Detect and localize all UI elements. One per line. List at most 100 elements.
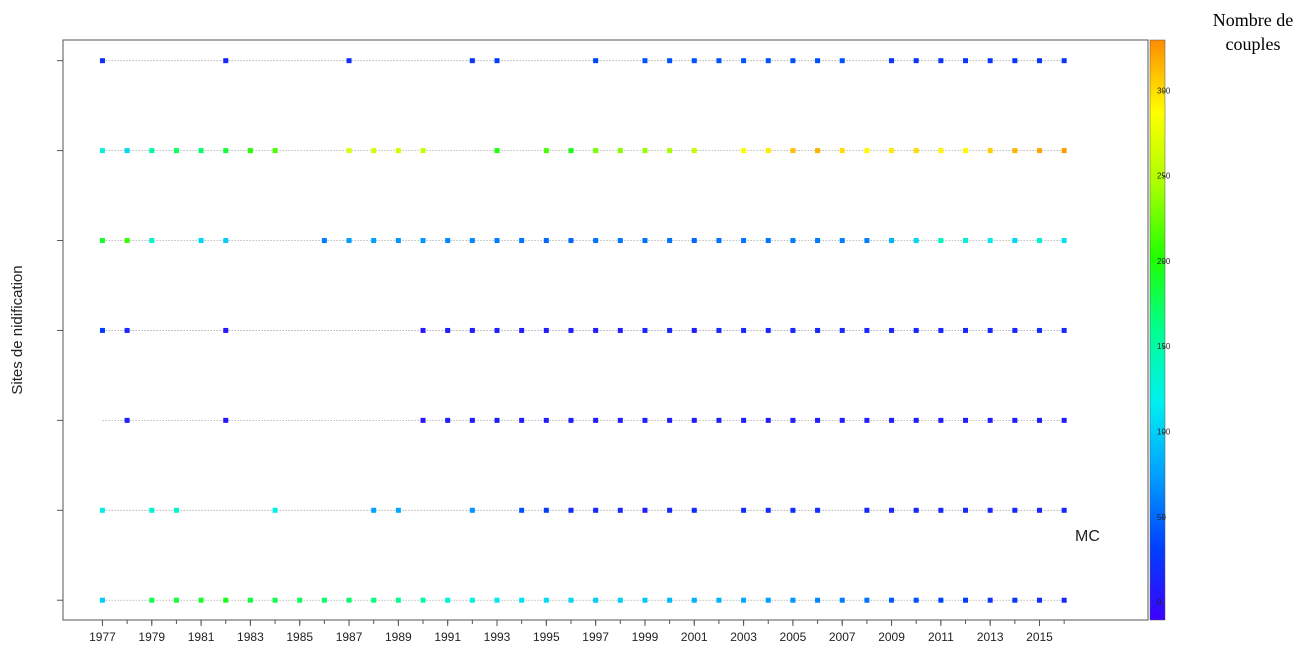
data-point: [247, 148, 253, 154]
data-point: [889, 58, 895, 64]
data-point: [963, 148, 969, 154]
data-point: [642, 58, 648, 64]
data-point: [741, 327, 747, 333]
data-point: [272, 507, 278, 513]
data-point: [913, 58, 919, 64]
colorbar-title: Nombre de: [1213, 10, 1293, 30]
data-point: [790, 327, 796, 333]
data-point: [1061, 238, 1067, 244]
data-point: [568, 597, 574, 603]
data-point: [938, 148, 944, 154]
data-point: [173, 597, 179, 603]
data-point: [963, 417, 969, 423]
data-point: [938, 327, 944, 333]
data-point: [741, 238, 747, 244]
colorbar-tick-label: 300: [1157, 86, 1171, 95]
data-point: [987, 597, 993, 603]
data-point: [1012, 597, 1018, 603]
data-point: [346, 58, 352, 64]
data-point: [864, 327, 870, 333]
data-point: [198, 597, 204, 603]
data-point: [494, 327, 500, 333]
data-point: [272, 148, 278, 154]
data-point: [395, 597, 401, 603]
data-point: [839, 238, 845, 244]
colorbar-tick-label: 0: [1157, 598, 1162, 607]
x-tick-label: 1991: [434, 630, 461, 644]
data-point: [371, 148, 377, 154]
x-tick-label: 1989: [385, 630, 412, 644]
data-point: [667, 597, 673, 603]
data-point: [839, 597, 845, 603]
data-point: [815, 327, 821, 333]
data-point: [1012, 327, 1018, 333]
data-point: [642, 327, 648, 333]
data-point: [790, 597, 796, 603]
data-point: [149, 597, 155, 603]
data-point: [198, 148, 204, 154]
x-tick-label: 2015: [1026, 630, 1053, 644]
x-tick-label: 2013: [977, 630, 1004, 644]
data-point: [593, 238, 599, 244]
x-tick-label: 1997: [582, 630, 609, 644]
data-point: [889, 417, 895, 423]
data-point: [494, 417, 500, 423]
data-point: [938, 238, 944, 244]
data-point: [790, 507, 796, 513]
data-point: [124, 148, 130, 154]
data-point: [519, 327, 525, 333]
data-point: [987, 507, 993, 513]
data-point: [815, 148, 821, 154]
data-point: [691, 417, 697, 423]
data-point: [864, 148, 870, 154]
data-point: [913, 597, 919, 603]
data-point: [839, 417, 845, 423]
data-point: [494, 148, 500, 154]
data-point: [765, 417, 771, 423]
data-point: [667, 58, 673, 64]
data-point: [716, 417, 722, 423]
data-point: [987, 238, 993, 244]
data-point: [987, 417, 993, 423]
data-point: [1037, 58, 1042, 64]
data-point: [420, 417, 426, 423]
data-point: [691, 148, 697, 154]
data-point: [1061, 417, 1067, 423]
data-point: [839, 58, 845, 64]
data-point: [593, 417, 599, 423]
data-point: [617, 327, 623, 333]
data-point: [741, 148, 747, 154]
data-point: [938, 417, 944, 423]
data-point: [667, 417, 673, 423]
data-point: [815, 58, 821, 64]
x-tick-label: 1987: [336, 630, 363, 644]
data-point: [642, 417, 648, 423]
data-point: [815, 597, 821, 603]
colorbar: [1149, 39, 1166, 621]
data-point: [765, 327, 771, 333]
data-point: [617, 238, 623, 244]
data-point: [99, 507, 105, 513]
data-point: [691, 327, 697, 333]
data-point: [938, 58, 944, 64]
data-point: [593, 58, 599, 64]
data-point: [741, 507, 747, 513]
data-point: [543, 507, 549, 513]
data-point: [99, 148, 105, 154]
data-point: [519, 238, 525, 244]
data-point: [1037, 507, 1042, 513]
data-point: [913, 417, 919, 423]
data-point: [691, 58, 697, 64]
data-point: [173, 507, 179, 513]
data-point: [519, 417, 525, 423]
data-point: [667, 238, 673, 244]
data-point: [889, 507, 895, 513]
data-point: [593, 148, 599, 154]
data-point: [963, 58, 969, 64]
colorbar-tick-label: 200: [1157, 257, 1171, 266]
data-point: [568, 417, 574, 423]
data-point: [667, 327, 673, 333]
data-point: [568, 148, 574, 154]
data-point: [173, 148, 179, 154]
data-point: [124, 417, 130, 423]
